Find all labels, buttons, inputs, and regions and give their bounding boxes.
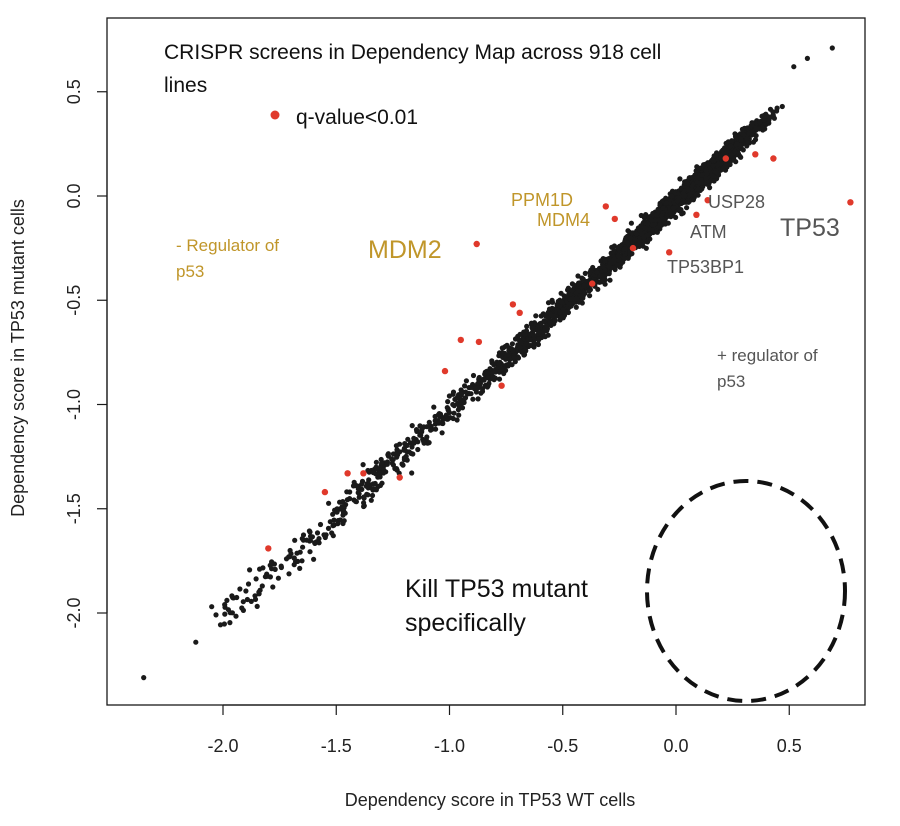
annotation-pos-regulator-line-2: p53 xyxy=(717,372,745,391)
x-tick-label: -1.5 xyxy=(321,736,352,756)
significant-point xyxy=(457,336,464,344)
legend-label: q-value<0.01 xyxy=(296,106,418,129)
annotation-kill-line-2: specifically xyxy=(405,609,526,637)
target-region-ellipse xyxy=(645,479,847,703)
annotation-pos-regulator-line-1: + regulator of xyxy=(717,346,818,365)
significant-point xyxy=(722,155,729,162)
significant-point xyxy=(344,470,351,477)
annotation-neg-regulator-line-2: p53 xyxy=(176,262,204,281)
y-axis-label: Dependency score in TP53 mutant cells xyxy=(8,199,28,517)
significant-point xyxy=(629,244,637,252)
legend-marker xyxy=(270,110,280,120)
significant-point xyxy=(396,474,403,481)
x-tick-label: 0.0 xyxy=(663,736,688,756)
annotation-mdm4: MDM4 xyxy=(537,210,590,230)
significant-point xyxy=(321,488,329,496)
point-mdm2 xyxy=(473,240,480,248)
significant-point xyxy=(360,470,367,477)
y-tick-label: -1.0 xyxy=(64,389,84,420)
significant-point xyxy=(475,338,483,346)
y-tick-label: -2.0 xyxy=(64,597,84,628)
y-tick-label: 0.0 xyxy=(64,183,84,208)
annotation-neg-regulator-line-1: - Regulator of xyxy=(176,236,279,255)
x-tick-label: -2.0 xyxy=(207,736,238,756)
point-atm xyxy=(693,211,700,218)
point-mdm4 xyxy=(611,215,618,223)
annotation-atm: ATM xyxy=(690,222,727,242)
significant-point xyxy=(752,151,759,158)
chart-title-line-2: lines xyxy=(164,74,207,97)
y-tick-label: -1.5 xyxy=(64,493,84,524)
point-tp53bp1 xyxy=(666,249,673,256)
significant-point xyxy=(509,301,517,308)
chart-title-line-1: CRISPR screens in Dependency Map across … xyxy=(164,41,661,64)
y-axis: -2.0 -1.5 -1.0 -0.5 0.0 0.5 xyxy=(64,79,108,629)
annotation-tp53bp1: TP53BP1 xyxy=(667,257,744,277)
significant-point xyxy=(498,382,505,389)
x-axis: -2.0 -1.5 -1.0 -0.5 0.0 0.5 xyxy=(207,704,802,756)
y-tick-label: -0.5 xyxy=(64,285,84,316)
annotation-kill-line-1: Kill TP53 mutant xyxy=(405,575,588,603)
x-tick-label: -1.0 xyxy=(434,736,465,756)
significant-point xyxy=(265,545,272,552)
y-tick-label: 0.5 xyxy=(64,79,84,104)
point-ppm1d xyxy=(602,203,609,210)
significant-point xyxy=(441,367,449,375)
annotation-ppm1d: PPM1D xyxy=(511,190,573,210)
point-usp28 xyxy=(704,197,711,204)
x-tick-label: -0.5 xyxy=(547,736,578,756)
significant-point xyxy=(770,155,777,162)
annotation-mdm2: MDM2 xyxy=(368,236,442,264)
significant-point xyxy=(589,280,596,287)
significant-point xyxy=(516,309,523,316)
x-tick-label: 0.5 xyxy=(777,736,802,756)
annotation-usp28: USP28 xyxy=(708,192,765,212)
annotation-tp53: TP53 xyxy=(780,214,840,242)
point-tp53 xyxy=(847,199,854,206)
x-axis-label: Dependency score in TP53 WT cells xyxy=(345,790,635,810)
background-points xyxy=(141,45,835,681)
significant-points xyxy=(265,151,854,552)
